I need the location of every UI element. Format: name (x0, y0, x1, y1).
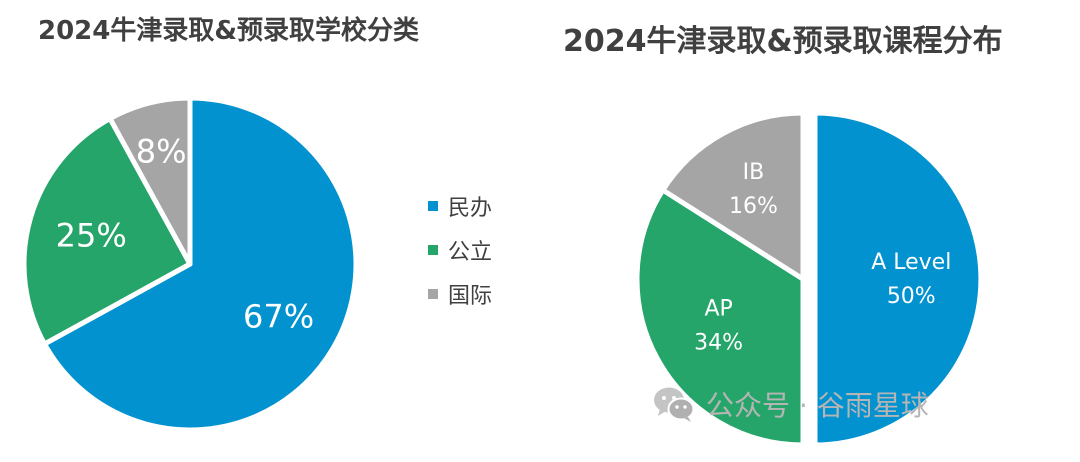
right-chart-title: 2024牛津录取&预录取课程分布 (563, 24, 1003, 59)
course-slice-2-name: IB (743, 160, 765, 185)
course-slice-2-value: 16% (729, 194, 778, 219)
school-slice-1 (21, 116, 193, 347)
legend-swatch-international (428, 289, 438, 299)
left-chart-title: 2024牛津录取&预录取学校分类 (38, 16, 420, 46)
school-slice-2 (107, 95, 193, 267)
legend-label-private: 民办 (448, 196, 493, 221)
course-slice-0-name: A Level (871, 250, 951, 275)
watermark-text: 公众号 · 谷雨星球 (706, 389, 929, 422)
course-slice-1-value: 34% (694, 330, 743, 355)
course-slice-2 (660, 110, 806, 282)
wechat-icon (654, 387, 695, 422)
legend-label-international: 国际 (448, 284, 493, 309)
watermark: 公众号 · 谷雨星球 (652, 384, 929, 424)
course-slice-1-name: AP (704, 296, 732, 321)
school-slice-0-value: 67% (243, 298, 314, 336)
legend-item-private: 民办 (428, 184, 492, 228)
legend-label-public: 公立 (448, 240, 493, 265)
school-slice-2-value: 8% (136, 133, 187, 171)
school-slice-1-value: 25% (56, 216, 127, 254)
legend-swatch-private (428, 201, 438, 211)
legend-item-public: 公立 (428, 228, 492, 272)
school-slice-0 (42, 95, 359, 433)
course-slice-0-value: 50% (887, 284, 936, 309)
legend-item-international: 国际 (428, 272, 492, 316)
legend-swatch-public (428, 245, 438, 255)
left-chart-legend: 民办 公立 国际 (428, 184, 492, 316)
course-slice-0 (812, 110, 984, 448)
